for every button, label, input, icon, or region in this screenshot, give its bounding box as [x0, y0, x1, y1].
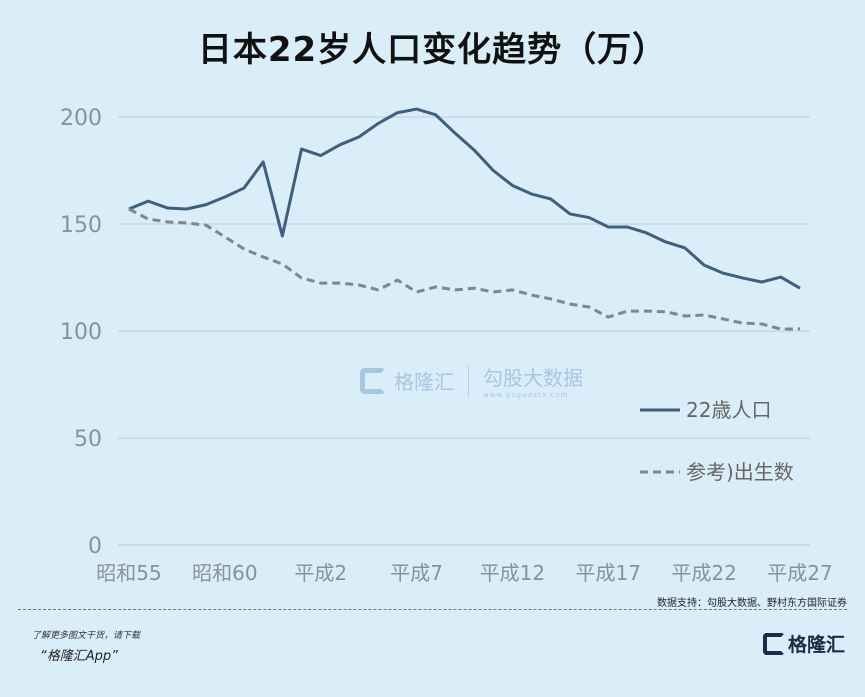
y-tick-label: 150	[60, 213, 102, 238]
x-tick-label: 平成27	[767, 561, 832, 585]
y-tick-label: 50	[74, 427, 102, 452]
y-tick-label: 0	[88, 534, 102, 559]
watermark-url: www.gogudata.com	[483, 391, 569, 399]
chart-title: 日本22岁人口变化趋势（万）	[197, 30, 668, 70]
watermark-divider	[468, 364, 469, 397]
series-line-2	[128, 207, 801, 331]
data-source: 数据支持：勾股大数据、野村东方国际证券	[657, 598, 847, 609]
series-line-1	[128, 107, 801, 290]
y-tick-label: 200	[60, 106, 102, 131]
y-tick-label: 100	[60, 320, 102, 345]
watermark-brand1: 格隆汇	[394, 370, 454, 394]
legend-label: 22歳人口	[686, 398, 771, 422]
footer-divider	[18, 609, 847, 610]
x-tick-label: 平成22	[671, 561, 736, 585]
legend-label: 参考)出生数	[686, 460, 794, 484]
x-tick-label: 平成2	[294, 561, 347, 585]
x-tick-label: 平成7	[390, 561, 443, 585]
promo-app-name: “格隆汇App”	[40, 649, 118, 664]
logo-text: 格隆汇	[787, 634, 845, 656]
line-chart: 0 50 100 150 200 昭和55 昭和60 平成2 平成7 平成12 平成17 平成22 平成…	[60, 106, 833, 585]
x-tick-label: 平成17	[576, 561, 641, 585]
promo-text: 了解更多图文干货，请下载	[32, 631, 141, 641]
watermark-brand2: 勾股大数据	[483, 366, 583, 390]
x-tick-label: 昭和55	[96, 561, 161, 585]
x-tick-label: 平成12	[480, 561, 545, 585]
gelonghui-logo-icon	[762, 632, 785, 655]
x-tick-label: 昭和60	[192, 561, 257, 585]
gelonghui-logo-icon	[360, 367, 386, 394]
watermark: 格隆汇 勾股大数据 www.gogudata.com	[360, 362, 583, 399]
logo: 格隆汇	[762, 630, 845, 657]
watermark-brand2-block: 勾股大数据 www.gogudata.com	[483, 362, 583, 399]
